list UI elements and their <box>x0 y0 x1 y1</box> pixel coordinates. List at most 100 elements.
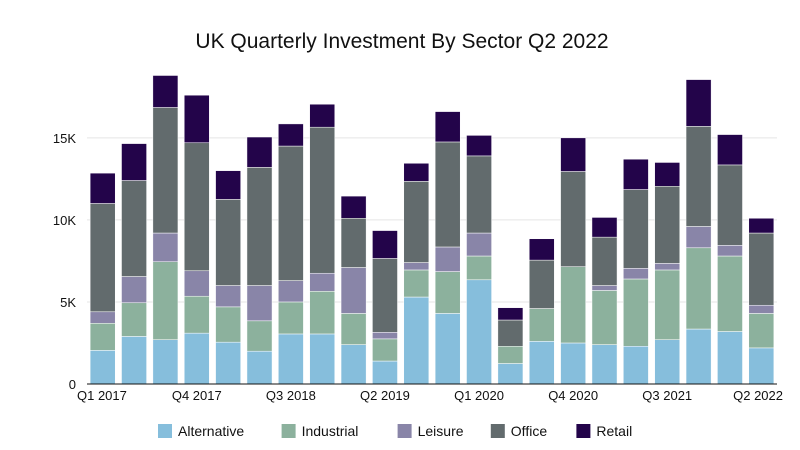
bar-segment-industrial <box>654 269 681 340</box>
bar-segment-alternative <box>685 328 712 385</box>
x-tick-label: Q3 2018 <box>266 388 316 403</box>
bar-segment-retail <box>89 172 116 204</box>
y-tick-label: 15K <box>53 131 76 146</box>
bar-segment-alternative <box>623 346 649 385</box>
legend-swatch-industrial <box>281 424 296 438</box>
bar-segment-industrial <box>748 313 775 349</box>
bar-segment-retail <box>434 111 461 143</box>
legend-swatch-office <box>490 424 505 438</box>
legend-swatch-leisure <box>397 424 412 438</box>
legend-label-alternative: Alternative <box>178 423 244 439</box>
bar-segment-office <box>591 236 618 286</box>
bar-segment-office <box>309 126 336 274</box>
bar-segment-leisure <box>403 262 430 271</box>
bar-segment-industrial <box>372 338 398 362</box>
bar-segment-office <box>560 171 586 267</box>
bar-segment-leisure <box>340 267 367 314</box>
bar-segment-industrial <box>434 271 461 314</box>
bar-segment-industrial <box>403 269 430 298</box>
bar-segment-retail <box>528 238 555 261</box>
legend-label-industrial: Industrial <box>302 423 359 439</box>
bar-segment-office <box>403 181 430 263</box>
bar-segment-leisure <box>152 232 179 262</box>
bar-segment-industrial <box>215 306 241 343</box>
bar-segment-leisure <box>309 272 336 292</box>
bar-segment-industrial <box>89 323 116 351</box>
y-axis-ticks: 0 5K 10K 15K <box>53 131 76 392</box>
bar-segment-alternative <box>309 333 336 385</box>
y-tick-label: 0 <box>69 377 76 392</box>
bar-segment-retail <box>466 135 492 157</box>
bar-segment-alternative <box>466 279 492 385</box>
y-tick-label: 10K <box>53 213 76 228</box>
bar-segment-office <box>717 164 743 246</box>
bar-segment-office <box>340 218 367 268</box>
legend-swatch-alternative <box>158 424 172 438</box>
bar-segment-leisure <box>121 276 147 304</box>
bar-segment-leisure <box>685 226 712 249</box>
bar-segment-retail <box>278 123 304 147</box>
chart-title: UK Quarterly Investment By Sector Q2 202… <box>195 30 608 53</box>
bar-segment-retail <box>623 158 649 190</box>
legend-label-office: Office <box>511 423 548 439</box>
bar-segment-office <box>685 126 712 227</box>
x-tick-label: Q2 2022 <box>733 388 783 403</box>
bar-segment-retail <box>748 218 775 234</box>
bars <box>89 75 775 385</box>
bar-segment-leisure <box>278 280 304 303</box>
bar-segment-leisure <box>717 245 743 257</box>
bar-segment-alternative <box>152 339 179 385</box>
bar-segment-alternative <box>654 339 681 385</box>
bar-segment-leisure <box>466 232 492 257</box>
bar-segment-leisure <box>591 285 618 291</box>
bar-segment-leisure <box>246 285 273 322</box>
bar-segment-alternative <box>528 341 555 385</box>
bar-segment-retail <box>497 307 524 321</box>
bar-segment-retail <box>215 170 241 200</box>
x-tick-label: Q4 2020 <box>548 388 598 403</box>
bar-segment-alternative <box>717 331 743 385</box>
bar-segment-office <box>654 186 681 264</box>
bar-segment-alternative <box>340 344 367 385</box>
bar-segment-retail <box>152 75 179 108</box>
bar-segment-retail <box>403 163 430 182</box>
bar-segment-alternative <box>434 313 461 385</box>
bar-segment-retail <box>309 103 336 128</box>
bar-segment-alternative <box>748 347 775 385</box>
bar-segment-office <box>372 258 398 333</box>
legend-swatch-retail <box>576 424 591 438</box>
bar-segment-retail <box>246 136 273 168</box>
bar-segment-alternative <box>403 296 430 385</box>
bar-segment-industrial <box>591 290 618 345</box>
x-tick-label: Q4 2017 <box>172 388 222 403</box>
x-tick-label: Q3 2021 <box>642 388 692 403</box>
bar-segment-industrial <box>528 308 555 342</box>
bar-segment-leisure <box>654 263 681 271</box>
bar-segment-industrial <box>278 301 304 335</box>
bar-segment-office <box>466 155 492 234</box>
x-axis-ticks: Q1 2017 Q4 2017 Q3 2018 Q2 2019 Q1 2020 Q4 20… <box>77 388 783 403</box>
bar-segment-retail <box>591 217 618 238</box>
bar-segment-office <box>528 259 555 309</box>
bar-segment-leisure <box>183 270 210 297</box>
bar-segment-office <box>183 142 210 272</box>
bar-segment-office <box>246 167 273 286</box>
bar-segment-retail <box>654 162 681 187</box>
bar-segment-office <box>623 189 649 269</box>
bar-segment-alternative <box>246 350 273 385</box>
bar-segment-leisure <box>434 246 461 272</box>
bar-segment-leisure <box>215 285 241 308</box>
bar-segment-alternative <box>183 332 210 385</box>
bar-segment-office <box>121 180 147 277</box>
x-tick-label: Q1 2020 <box>454 388 504 403</box>
bar-segment-office <box>497 319 524 347</box>
bar-segment-alternative <box>121 336 147 385</box>
bar-segment-retail <box>121 143 147 181</box>
bar-segment-office <box>215 199 241 286</box>
bar-segment-industrial <box>685 247 712 330</box>
x-tick-label: Q2 2019 <box>360 388 410 403</box>
y-tick-label: 5K <box>60 295 76 310</box>
bar-segment-industrial <box>121 302 147 337</box>
